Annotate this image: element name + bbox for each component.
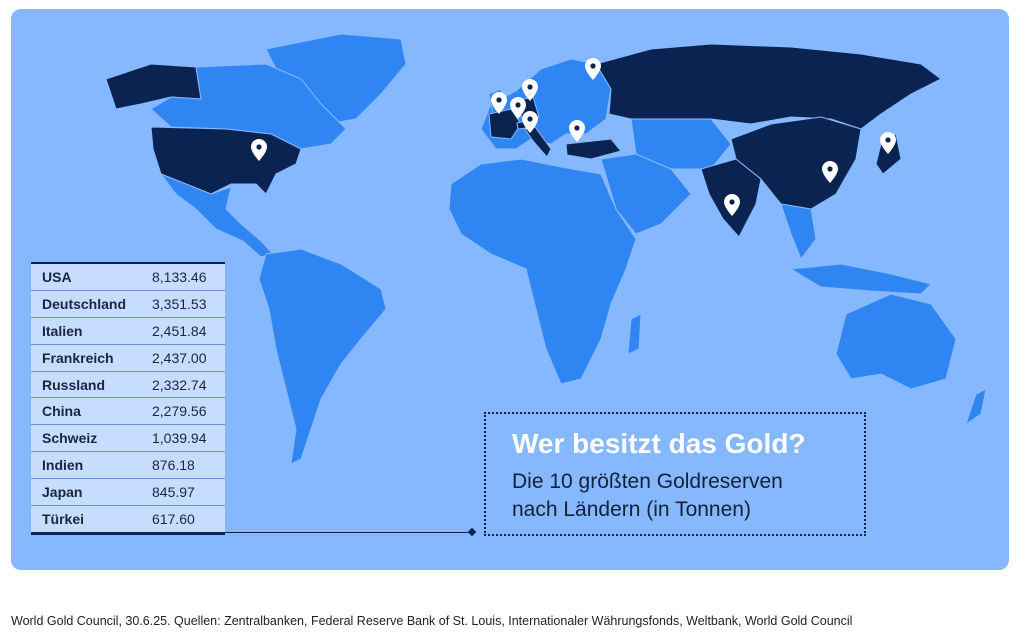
russia — [595, 43, 942, 130]
table-row: Schweiz 1,039.94 — [31, 425, 225, 453]
map-pin-icon — [491, 92, 507, 114]
table-row: Russland 2,332.74 — [31, 372, 225, 399]
country-name: Türkei — [42, 511, 85, 528]
country-name: Schweiz — [42, 430, 98, 447]
country-name: Russland — [42, 376, 106, 393]
tonnes-value: 2,332.74 — [152, 376, 207, 393]
tonnes-value: 1,039.94 — [152, 430, 207, 447]
country-name: Deutschland — [42, 295, 127, 312]
mexico — [159, 172, 274, 258]
tonnes-value: 3,351.53 — [152, 295, 207, 312]
map-pin-icon — [569, 120, 585, 142]
map-pin-icon — [880, 132, 896, 154]
map-pin-icon — [724, 194, 740, 216]
tonnes-value: 2,451.84 — [152, 322, 207, 339]
tonnes-value: 617.60 — [152, 511, 195, 528]
gold-reserves-table: USA 8,133.46 Deutschland 3,351.53 Italien 2… — [31, 262, 225, 535]
headline: Wer besitzt das Gold? — [512, 428, 806, 459]
country-name: Indien — [42, 457, 84, 474]
subtitle: Die 10 größten Goldreserven nach Ländern… — [512, 468, 862, 524]
country-name: USA — [42, 268, 72, 285]
table-row: Deutschland 3,351.53 — [31, 291, 225, 318]
table-row: Frankreich 2,437.00 — [31, 345, 225, 372]
map-pin-icon — [251, 139, 267, 161]
australia — [835, 293, 957, 390]
africa — [448, 158, 637, 385]
table-row: Türkei 617.60 — [31, 506, 225, 533]
southeast-asia — [780, 203, 817, 261]
title-box: Wer besitzt das Gold? Die 10 größten Gol… — [484, 412, 866, 536]
new-zealand — [965, 388, 987, 426]
source-note: World Gold Council, 30.6.25. Quellen: Ze… — [11, 614, 853, 628]
france — [488, 108, 522, 140]
tonnes-value: 8,133.46 — [152, 268, 207, 285]
tonnes-value: 876.18 — [152, 457, 195, 474]
subtitle-line-2: nach Ländern (in Tonnen) — [512, 498, 751, 521]
madagascar — [627, 313, 642, 355]
map-pin-icon — [522, 111, 538, 133]
table-row: China 2,279.56 — [31, 398, 225, 426]
turkey — [565, 138, 622, 160]
south-america — [258, 248, 387, 465]
map-pin-icon — [510, 97, 526, 119]
table-row: Italien 2,451.84 — [31, 318, 225, 345]
table-row: USA 8,133.46 — [31, 264, 225, 291]
map-pin-icon — [822, 161, 838, 183]
tonnes-value: 845.97 — [152, 484, 195, 501]
china — [730, 116, 862, 210]
indonesia — [789, 263, 932, 295]
country-name: Frankreich — [42, 349, 114, 366]
map-pin-icon — [585, 58, 601, 80]
country-name: China — [42, 403, 81, 420]
subtitle-line-1: Die 10 größten Goldreserven — [512, 470, 783, 493]
table-row: Japan 845.97 — [31, 479, 225, 507]
tonnes-value: 2,279.56 — [152, 403, 207, 420]
leader-line — [31, 532, 473, 533]
table-row: Indien 876.18 — [31, 452, 225, 480]
country-name: Italien — [42, 322, 83, 339]
country-name: Japan — [42, 484, 83, 501]
map-pin-icon — [522, 79, 538, 101]
tonnes-value: 2,437.00 — [152, 349, 207, 366]
